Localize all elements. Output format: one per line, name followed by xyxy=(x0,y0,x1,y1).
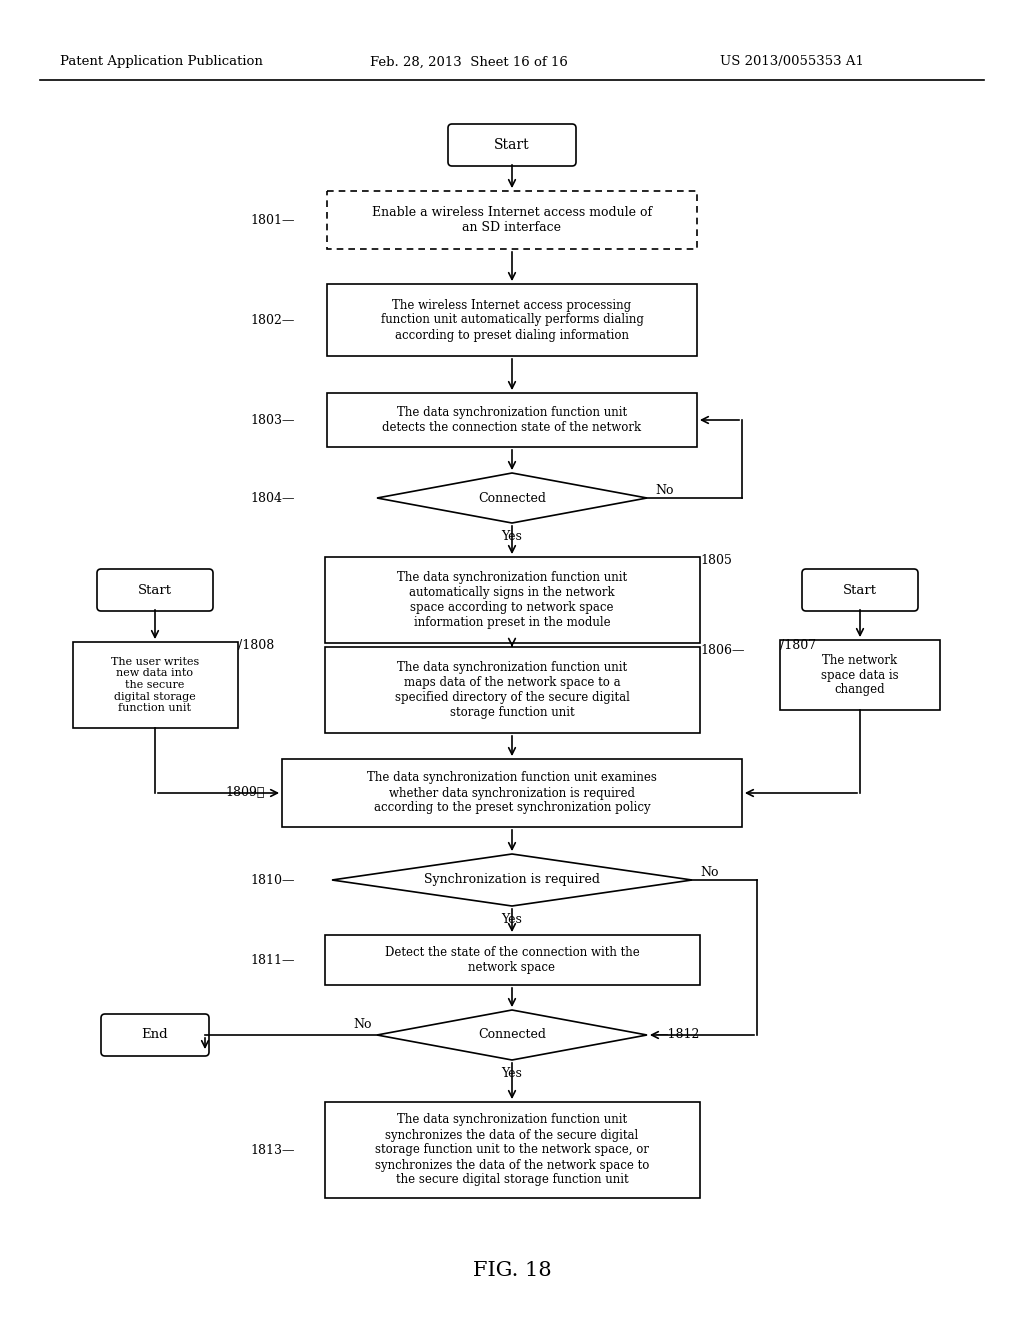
Text: 1801—: 1801— xyxy=(251,214,295,227)
Text: The wireless Internet access processing
function unit automatically performs dia: The wireless Internet access processing … xyxy=(381,298,643,342)
Text: The network
space data is
changed: The network space data is changed xyxy=(821,653,899,697)
Text: No: No xyxy=(655,483,674,496)
Text: 1802—: 1802— xyxy=(251,314,295,326)
Text: US 2013/0055353 A1: US 2013/0055353 A1 xyxy=(720,55,864,69)
Polygon shape xyxy=(377,1010,647,1060)
Text: /1808: /1808 xyxy=(238,639,274,652)
Text: The data synchronization function unit
detects the connection state of the netwo: The data synchronization function unit d… xyxy=(382,407,642,434)
Text: Yes: Yes xyxy=(502,913,522,927)
Text: The data synchronization function unit
maps data of the network space to a
speci: The data synchronization function unit m… xyxy=(394,661,630,719)
Text: /1807: /1807 xyxy=(780,639,816,652)
Bar xyxy=(780,640,940,710)
Text: The data synchronization function unit
automatically signs in the network
space : The data synchronization function unit a… xyxy=(397,572,627,630)
Text: 1806—: 1806— xyxy=(700,644,744,656)
Polygon shape xyxy=(377,473,647,523)
Text: End: End xyxy=(141,1028,168,1041)
FancyBboxPatch shape xyxy=(97,569,213,611)
Text: Yes: Yes xyxy=(502,1067,522,1080)
Text: Feb. 28, 2013  Sheet 16 of 16: Feb. 28, 2013 Sheet 16 of 16 xyxy=(370,55,568,69)
FancyBboxPatch shape xyxy=(802,569,918,611)
Text: Connected: Connected xyxy=(478,491,546,504)
Text: FIG. 18: FIG. 18 xyxy=(473,1261,551,1279)
Bar xyxy=(327,284,697,356)
Text: Detect the state of the connection with the
network space: Detect the state of the connection with … xyxy=(385,946,639,974)
Text: Start: Start xyxy=(138,583,172,597)
Text: No: No xyxy=(353,1019,372,1031)
Text: Yes: Yes xyxy=(502,531,522,543)
Text: 1811—: 1811— xyxy=(251,953,295,966)
Text: 1803—: 1803— xyxy=(251,413,295,426)
Text: 1809➩: 1809➩ xyxy=(225,787,265,800)
Text: 1804—: 1804— xyxy=(251,491,295,504)
FancyBboxPatch shape xyxy=(101,1014,209,1056)
Text: 1813—: 1813— xyxy=(251,1143,295,1156)
Text: The data synchronization function unit
synchronizes the data of the secure digit: The data synchronization function unit s… xyxy=(375,1114,649,1187)
Bar xyxy=(73,642,238,729)
Text: Connected: Connected xyxy=(478,1028,546,1041)
Text: Patent Application Publication: Patent Application Publication xyxy=(60,55,263,69)
Text: Enable a wireless Internet access module of
an SD interface: Enable a wireless Internet access module… xyxy=(372,206,652,234)
Text: Start: Start xyxy=(495,139,529,152)
Text: Synchronization is required: Synchronization is required xyxy=(424,874,600,887)
Bar xyxy=(327,393,697,447)
Bar xyxy=(325,935,699,985)
Bar xyxy=(325,647,699,733)
Bar xyxy=(325,557,699,643)
Text: 1805: 1805 xyxy=(700,553,732,566)
Polygon shape xyxy=(332,854,692,906)
Text: Start: Start xyxy=(843,583,877,597)
Text: The user writes
new data into
the secure
digital storage
function unit: The user writes new data into the secure… xyxy=(111,657,199,713)
Text: 1810—: 1810— xyxy=(251,874,295,887)
Bar xyxy=(327,191,697,249)
Bar xyxy=(282,759,742,828)
Bar xyxy=(325,1102,699,1199)
FancyBboxPatch shape xyxy=(449,124,575,166)
Text: No: No xyxy=(700,866,719,879)
Text: —1812: —1812 xyxy=(655,1028,699,1041)
Text: The data synchronization function unit examines
whether data synchronization is : The data synchronization function unit e… xyxy=(367,771,657,814)
